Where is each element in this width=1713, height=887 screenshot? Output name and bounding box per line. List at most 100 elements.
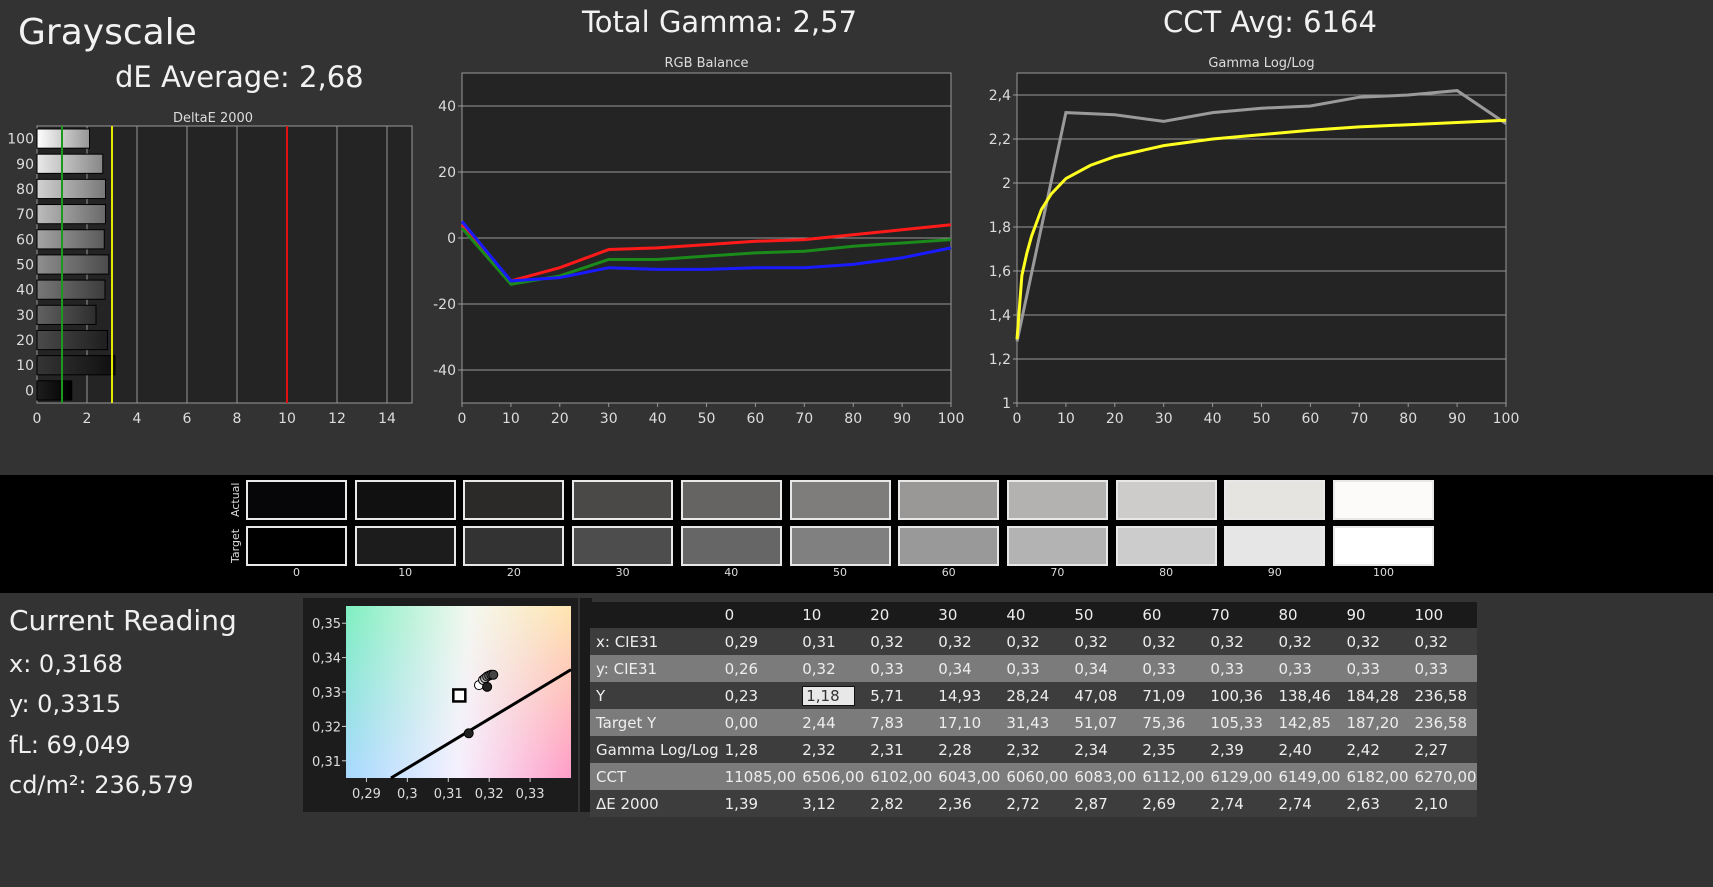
table-cell: 6149,00 [1272, 763, 1341, 790]
x-tick-label: 100 [1493, 411, 1520, 427]
swatch-label: 40 [724, 566, 739, 579]
planckian-locus [390, 668, 572, 780]
table-row: CCT 11085,00 6506,00 6102,00 6043,00 6060,00 6… [590, 763, 1477, 790]
bar-100 [36, 128, 90, 149]
table-cell: 0,32 [1204, 628, 1273, 655]
y-tick-label: 90 [16, 157, 34, 173]
x-tick-label: 0,3 [397, 787, 418, 802]
x-tick-label: 0 [33, 411, 42, 427]
target-swatch-20 [463, 526, 565, 566]
series-line-2 [460, 220, 952, 283]
table-edge [580, 598, 592, 812]
x-tick-label: 20 [551, 411, 569, 427]
x-tick-label: 50 [698, 411, 716, 427]
reading-fl: fL: 69,049 [9, 731, 131, 759]
table-cell: 0,32 [1272, 628, 1341, 655]
column-header: 40 [1000, 602, 1069, 628]
actual-swatch-100 [1333, 480, 1434, 520]
row-label: y: CIE31 [590, 655, 719, 682]
target-swatch-40 [680, 526, 782, 566]
table-cell: 2,10 [1408, 790, 1477, 817]
bar-40 [36, 279, 106, 300]
target-swatch-60 [898, 526, 1000, 566]
x-tick-label: 8 [233, 411, 242, 427]
x-tick-label: 0,31 [434, 787, 463, 802]
table-cell: 71,09 [1136, 682, 1205, 709]
actual-swatch-10 [354, 480, 456, 520]
table-cell: 0,33 [1000, 655, 1069, 682]
table-cell: 105,33 [1204, 709, 1273, 736]
table-cell: 2,63 [1340, 790, 1409, 817]
x-tick-label: 100 [938, 411, 965, 427]
table-cell: 236,58 [1408, 682, 1477, 709]
actual-label: Actual [229, 482, 242, 517]
table-cell: 2,82 [864, 790, 933, 817]
cell-value: 1,18 [802, 685, 855, 706]
table-cell: 0,33 [1272, 655, 1341, 682]
table-cell: 0,32 [1340, 628, 1409, 655]
swatch-label: 100 [1373, 566, 1394, 579]
x-tick-label: 4 [133, 411, 142, 427]
target-marker [452, 688, 467, 703]
y-tick-label: 100 [7, 132, 34, 148]
page-title: Grayscale [18, 12, 197, 53]
x-tick-label: 60 [746, 411, 764, 427]
column-header: 30 [932, 602, 1001, 628]
column-header: 10 [796, 602, 865, 628]
target-swatch-10 [354, 526, 456, 566]
series-line-1 [1015, 118, 1507, 340]
x-tick-label: 10 [502, 411, 520, 427]
table-cell: 0,32 [932, 628, 1001, 655]
target-swatch-80 [1115, 526, 1217, 566]
actual-swatch-50 [789, 480, 891, 520]
bar-90 [36, 153, 104, 174]
table-cell: 6060,00 [1000, 763, 1069, 790]
bar-30 [36, 304, 97, 325]
table-cell: 0,29 [718, 628, 797, 655]
table-cell: 2,44 [796, 709, 865, 736]
y-tick-label: 2,4 [989, 88, 1011, 104]
target-swatch-30 [572, 526, 674, 566]
table-row: ΔE 2000 1,39 3,12 2,82 2,36 2,72 2,87 2,69 2,74 2… [590, 790, 1477, 817]
table-cell: 0,34 [1068, 655, 1137, 682]
y-tick-label: 1,2 [989, 352, 1011, 368]
y-tick-label: 0 [447, 231, 456, 247]
table-cell: 2,28 [932, 736, 1001, 763]
swatch-strip: Actual Target 0 10 20 30 40 50 60 70 80 … [0, 475, 1713, 593]
x-tick-label: 80 [1399, 411, 1417, 427]
current-reading-title: Current Reading [9, 604, 237, 637]
swatch-label: 30 [615, 566, 630, 579]
swatch-label: 20 [506, 566, 521, 579]
y-tick-label: 1,8 [989, 220, 1011, 236]
table-cell: 0,00 [718, 709, 797, 736]
table-cell: 2,36 [932, 790, 1001, 817]
table-cell: 6506,00 [796, 763, 865, 790]
target-label: Target [229, 528, 242, 563]
cct-average: CCT Avg: 6164 [1163, 5, 1377, 39]
x-tick-label: 90 [893, 411, 911, 427]
y-tick-label: 0,35 [312, 617, 341, 632]
table-cell-selected[interactable]: 1,18 [796, 682, 865, 709]
table-cell: 2,34 [1068, 736, 1137, 763]
reading-x: x: 0,3168 [9, 650, 123, 678]
x-tick-label: 2 [83, 411, 92, 427]
row-label: x: CIE31 [590, 628, 719, 655]
bar-70 [36, 204, 106, 225]
table-cell: 2,27 [1408, 736, 1477, 763]
data-table: 0 10 20 30 40 50 60 70 80 90 100 x: CIE31 0,29 0,31 0,… [590, 602, 1477, 817]
table-header: 0 10 20 30 40 50 60 70 80 90 100 [590, 602, 1477, 628]
x-tick-label: 80 [844, 411, 862, 427]
bar-60 [36, 229, 105, 250]
target-swatch-100 [1333, 526, 1434, 566]
y-tick-label: 30 [16, 308, 34, 324]
swatch-label: 80 [1159, 566, 1174, 579]
table-cell: 0,23 [718, 682, 797, 709]
column-header: 100 [1408, 602, 1477, 628]
table-cell: 2,72 [1000, 790, 1069, 817]
table-cell: 0,33 [1136, 655, 1205, 682]
rgb-balance-chart: RGB Balance -40 -20 0 20 40 0 10 20 30 40 50 60 70 80 9… [433, 56, 965, 427]
table-cell: 2,74 [1204, 790, 1273, 817]
y-tick-label: 0,31 [312, 755, 341, 770]
table-cell: 2,35 [1136, 736, 1205, 763]
row-label: Y [590, 682, 719, 709]
